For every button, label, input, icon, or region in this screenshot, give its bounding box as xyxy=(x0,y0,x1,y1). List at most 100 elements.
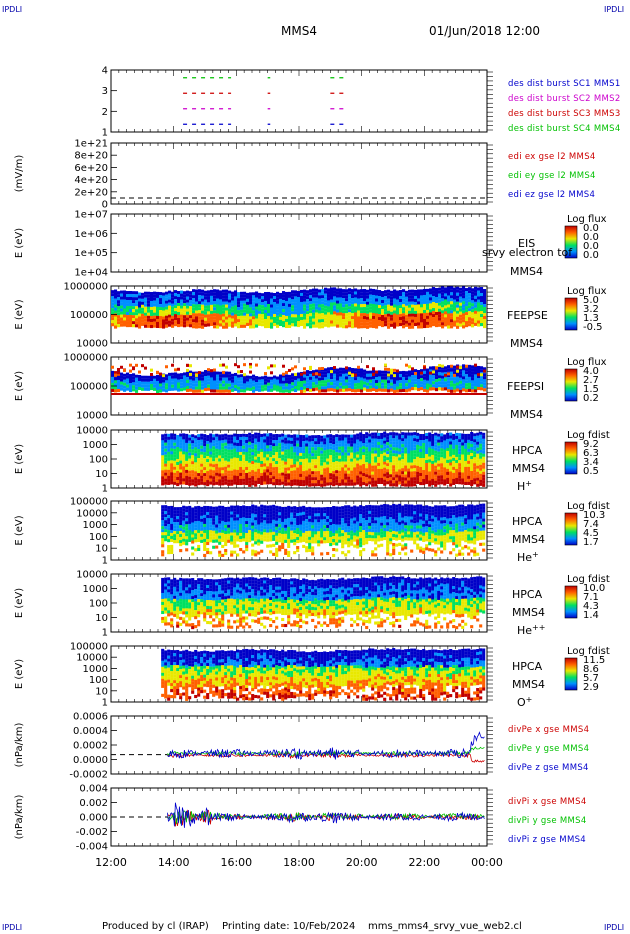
spectrogram-cell xyxy=(408,313,412,317)
spectrogram-cell xyxy=(380,477,384,482)
spectrogram-cell xyxy=(474,386,478,390)
spectrogram-cell xyxy=(450,386,454,390)
spectrogram-cell xyxy=(174,290,178,294)
spectrogram-cell xyxy=(447,365,451,369)
spectrogram-cell xyxy=(314,468,318,472)
spectrogram-cell xyxy=(216,304,220,308)
spectrogram-cell xyxy=(135,315,139,319)
spectrogram-cell xyxy=(456,292,460,296)
spectrogram-cell xyxy=(444,384,448,388)
spectrogram-cell xyxy=(242,460,246,464)
spectrogram-cell xyxy=(336,386,340,390)
spectrogram-cell xyxy=(162,316,166,320)
spectrogram-cell xyxy=(330,320,334,324)
spectrogram-cell xyxy=(276,306,280,310)
spectrogram-cell xyxy=(258,292,262,296)
spectrogram-cell xyxy=(290,443,294,447)
spectrogram-cell xyxy=(330,317,334,321)
spectrogram-cell xyxy=(186,311,190,315)
spectrogram-cell xyxy=(234,375,238,380)
spectrogram-cell xyxy=(179,451,183,455)
spectrogram-cell xyxy=(216,310,220,314)
spectrogram-cell xyxy=(204,302,208,306)
spectrogram-cell xyxy=(363,310,367,314)
spectrogram-cell xyxy=(200,472,204,476)
spectrogram-cell xyxy=(456,298,460,302)
spectrogram-cell xyxy=(156,294,160,299)
spectrogram-cell xyxy=(167,478,171,482)
spectrogram-cell xyxy=(227,470,231,474)
spectrogram-cell xyxy=(423,382,427,386)
spectrogram-cell xyxy=(359,438,363,442)
spectrogram-cell xyxy=(290,476,294,480)
spectrogram-cell xyxy=(353,461,357,465)
spectrogram-cell xyxy=(194,444,198,448)
spectrogram-cell xyxy=(329,449,333,453)
spectrogram-cell xyxy=(179,433,183,437)
spectrogram-cell xyxy=(329,458,333,462)
spectrogram-cell xyxy=(246,313,250,317)
spectrogram-cell xyxy=(317,477,321,481)
spectrogram-speck xyxy=(150,368,153,372)
spectrogram-cell xyxy=(377,450,381,455)
spectrogram-cell xyxy=(372,291,376,296)
spectrogram-cell xyxy=(395,432,399,436)
spectrogram-cell xyxy=(333,293,337,297)
spectrogram-cell xyxy=(396,383,400,387)
spectrogram-cell xyxy=(359,462,363,466)
spectrogram-cell xyxy=(326,476,330,480)
spectrogram-cell xyxy=(261,320,265,324)
spectrogram-cell xyxy=(254,450,258,454)
spectrogram-cell xyxy=(270,310,274,314)
spectrogram-cell xyxy=(459,311,463,315)
spectrogram-cell xyxy=(284,482,288,486)
spectrogram-cell xyxy=(129,382,133,387)
spectrogram-cell xyxy=(465,294,469,298)
spectrogram-cell xyxy=(447,316,451,320)
spectrogram-speck xyxy=(354,373,357,377)
spectrogram-cell xyxy=(291,305,295,309)
spectrogram-cell xyxy=(425,459,429,464)
spectrogram-cell xyxy=(339,300,343,304)
spectrogram-cell xyxy=(281,475,285,479)
spectrogram-cell xyxy=(462,316,466,320)
spectrogram-cell xyxy=(138,325,142,329)
spectrogram-cell xyxy=(231,324,235,328)
spectrogram-cell xyxy=(434,450,438,454)
spectrogram-speck xyxy=(132,367,135,371)
spectrogram-cell xyxy=(438,305,442,309)
spectrogram-cell xyxy=(228,386,232,390)
spectrogram-cell xyxy=(353,434,357,438)
spectrogram-cell xyxy=(245,454,249,459)
spectrogram-cell xyxy=(353,476,357,480)
spectrogram-cell xyxy=(302,480,306,484)
spectrogram-cell xyxy=(236,469,240,474)
spectrogram-cell xyxy=(294,385,298,390)
spectrogram-speck xyxy=(237,370,240,374)
spectrogram-cell xyxy=(206,474,210,478)
spectrogram-cell xyxy=(296,473,300,477)
spectrogram-cell xyxy=(332,468,336,472)
spectrogram-cell xyxy=(410,441,414,445)
spectrogram-cell xyxy=(222,295,226,299)
spectrogram-cell xyxy=(269,481,273,485)
spectrogram-cell xyxy=(194,462,198,466)
spectrogram-cell xyxy=(183,321,187,325)
spectrogram-cell xyxy=(384,388,388,392)
spectrogram-cell xyxy=(423,318,427,323)
spectrogram-cell xyxy=(297,384,301,388)
spectrogram-cell xyxy=(162,388,166,392)
spectrogram-cell xyxy=(302,471,306,475)
spectrogram-cell xyxy=(123,308,127,312)
spectrogram-cell xyxy=(453,314,457,318)
spectrogram-cell xyxy=(338,464,342,468)
spectrogram-cell xyxy=(375,316,379,320)
spectrogram-cell xyxy=(117,382,121,387)
spectrogram-cell xyxy=(258,385,262,389)
spectrogram-cell xyxy=(356,475,360,479)
spectrogram-cell xyxy=(354,371,358,375)
spectrogram-cell xyxy=(390,302,394,306)
spectrogram-cell xyxy=(225,371,229,375)
spectrogram-cell xyxy=(353,440,357,444)
spectrogram-cell xyxy=(477,380,481,385)
